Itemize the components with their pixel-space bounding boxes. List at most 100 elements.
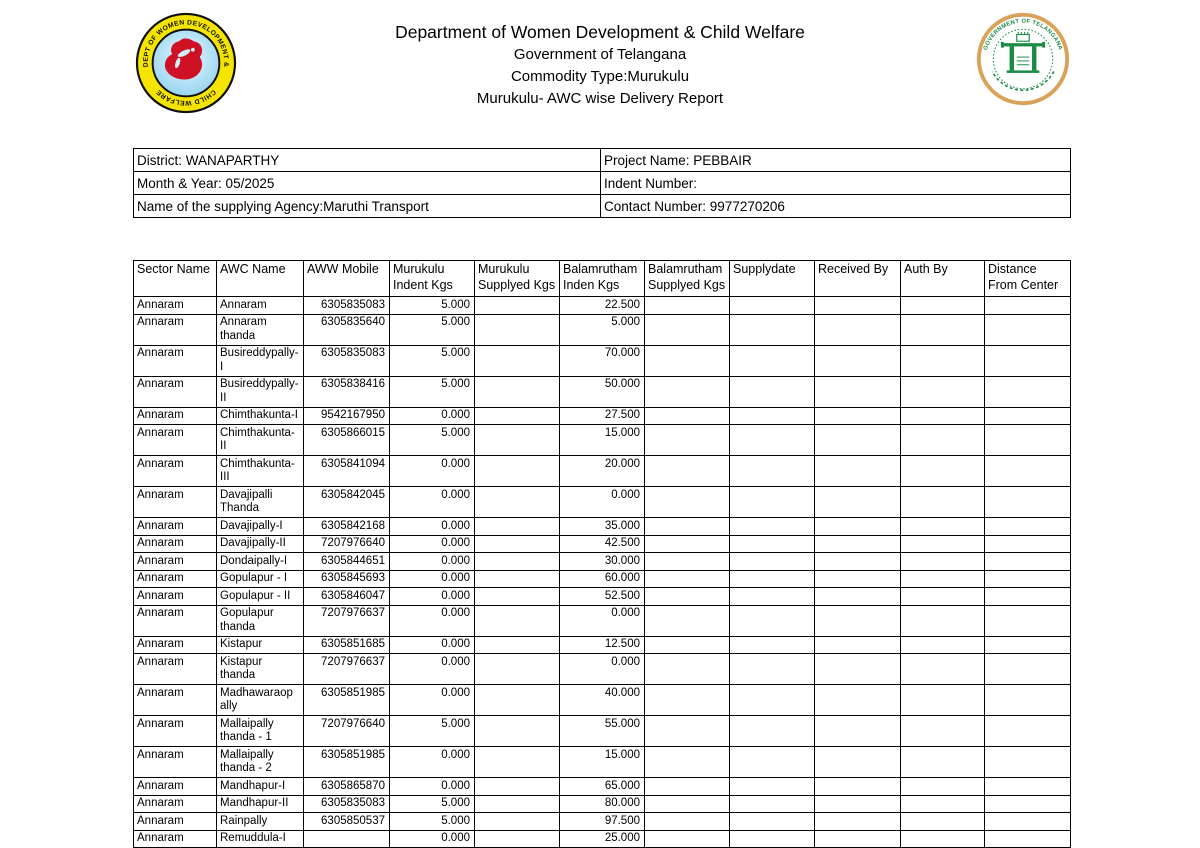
table-cell — [984, 455, 1071, 487]
table-cell: Annaram — [133, 344, 217, 377]
table-row: Annaram Mallaipally thanda - 1 7207976640 5… — [133, 715, 1071, 747]
table-cell — [474, 406, 560, 425]
table-cell: 0.000 — [389, 517, 475, 536]
table-row: Annaram Mandhapur-I 6305865870 0.000 65.000 — [133, 777, 1071, 796]
table-cell — [644, 812, 730, 831]
table-cell — [900, 715, 985, 747]
table-cell: 5.000 — [389, 794, 475, 813]
table-cell: 0.000 — [389, 552, 475, 571]
table-cell: 0.000 — [559, 486, 645, 518]
table-cell — [644, 296, 730, 315]
table-cell — [900, 455, 985, 487]
govt-logo-script-band — [991, 71, 1055, 92]
table-cell — [900, 424, 985, 456]
info-month-year: Month & Year: 05/2025 — [133, 171, 601, 195]
table-cell — [729, 344, 815, 377]
table-cell: 0.000 — [559, 604, 645, 637]
table-cell: 6305865870 — [303, 777, 390, 796]
table-cell — [729, 587, 815, 606]
table-cell: 7207976640 — [303, 715, 390, 747]
table-cell: 0.000 — [389, 569, 475, 588]
table-cell: 55.000 — [559, 715, 645, 747]
table-row: Annaram Annaram thanda 6305835640 5.000 5.00… — [133, 313, 1071, 346]
table-cell — [644, 406, 730, 425]
column-header: Supplydate — [729, 260, 815, 297]
table-cell — [644, 604, 730, 637]
table-cell — [644, 684, 730, 716]
table-cell: Annaram — [216, 296, 304, 315]
table-cell: 5.000 — [389, 313, 475, 346]
table-cell — [729, 424, 815, 456]
table-cell: 6305841094 — [303, 455, 390, 487]
table-cell: Gopulapur - I — [216, 569, 304, 588]
department-title: Department of Women Development & Child … — [395, 22, 805, 42]
table-cell — [984, 746, 1071, 778]
table-cell: 60.000 — [559, 569, 645, 588]
table-cell — [984, 517, 1071, 536]
table-cell: Davajipally-I — [216, 517, 304, 536]
table-cell — [900, 829, 985, 848]
table-cell: 50.000 — [559, 375, 645, 408]
table-cell: Mallaipally thanda - 1 — [216, 715, 304, 747]
table-cell — [984, 344, 1071, 377]
table-cell — [984, 604, 1071, 637]
table-cell — [644, 746, 730, 778]
table-cell — [984, 777, 1071, 796]
table-cell — [900, 569, 985, 588]
table-cell — [644, 777, 730, 796]
table-cell — [900, 406, 985, 425]
table-cell — [900, 587, 985, 606]
table-cell — [984, 569, 1071, 588]
table-cell — [729, 375, 815, 408]
table-cell: Remuddula-I — [216, 829, 304, 848]
table-cell: 7207976637 — [303, 604, 390, 637]
table-cell — [984, 552, 1071, 571]
table-cell: 6305851985 — [303, 746, 390, 778]
table-row: Annaram Annaram 6305835083 5.000 22.500 — [133, 296, 1071, 315]
table-row: Annaram Davajipally-I 6305842168 0.000 35.00… — [133, 517, 1071, 536]
table-cell — [729, 635, 815, 654]
table-cell: Annaram — [133, 517, 217, 536]
column-header: Sector Name — [133, 260, 217, 297]
table-cell: 6305835083 — [303, 794, 390, 813]
table-cell: Annaram — [133, 296, 217, 315]
table-cell — [729, 746, 815, 778]
table-cell — [814, 746, 901, 778]
table-cell: Annaram — [133, 552, 217, 571]
table-cell: 0.000 — [389, 486, 475, 518]
table-cell — [729, 313, 815, 346]
table-cell — [984, 794, 1071, 813]
table-cell: Annaram — [133, 534, 217, 553]
column-header: Balamrutham Supplyed Kgs — [644, 260, 730, 297]
table-cell — [474, 812, 560, 831]
table-cell: 42.500 — [559, 534, 645, 553]
table-cell: 9542167950 — [303, 406, 390, 425]
table-cell: 15.000 — [559, 424, 645, 456]
table-cell — [729, 406, 815, 425]
table-cell: Annaram — [133, 635, 217, 654]
table-cell: Annaram — [133, 812, 217, 831]
table-cell: Annaram — [133, 424, 217, 456]
government-subtitle: Government of Telangana — [513, 46, 687, 63]
table-cell — [814, 794, 901, 813]
table-cell — [729, 604, 815, 637]
table-cell: 7207976640 — [303, 534, 390, 553]
table-cell: Annaram thanda — [216, 313, 304, 346]
table-cell: 6305846047 — [303, 587, 390, 606]
telangana-govt-emblem-icon: GOVERNMENT OF TELANGANA — [976, 12, 1070, 106]
table-cell — [474, 534, 560, 553]
table-cell — [644, 424, 730, 456]
table-cell — [900, 794, 985, 813]
table-cell — [474, 296, 560, 315]
table-cell — [814, 604, 901, 637]
table-cell: 6305851685 — [303, 635, 390, 654]
table-cell — [644, 715, 730, 747]
table-cell — [900, 375, 985, 408]
table-cell: Kistapur — [216, 635, 304, 654]
table-cell — [729, 534, 815, 553]
table-cell — [474, 604, 560, 637]
table-cell: 0.000 — [389, 653, 475, 685]
table-cell: Annaram — [133, 313, 217, 346]
column-header: Murukulu Indent Kgs — [389, 260, 475, 297]
